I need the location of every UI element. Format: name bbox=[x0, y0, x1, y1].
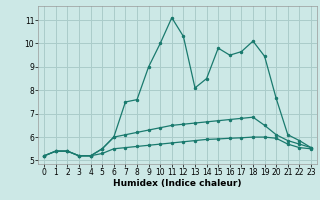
X-axis label: Humidex (Indice chaleur): Humidex (Indice chaleur) bbox=[113, 179, 242, 188]
